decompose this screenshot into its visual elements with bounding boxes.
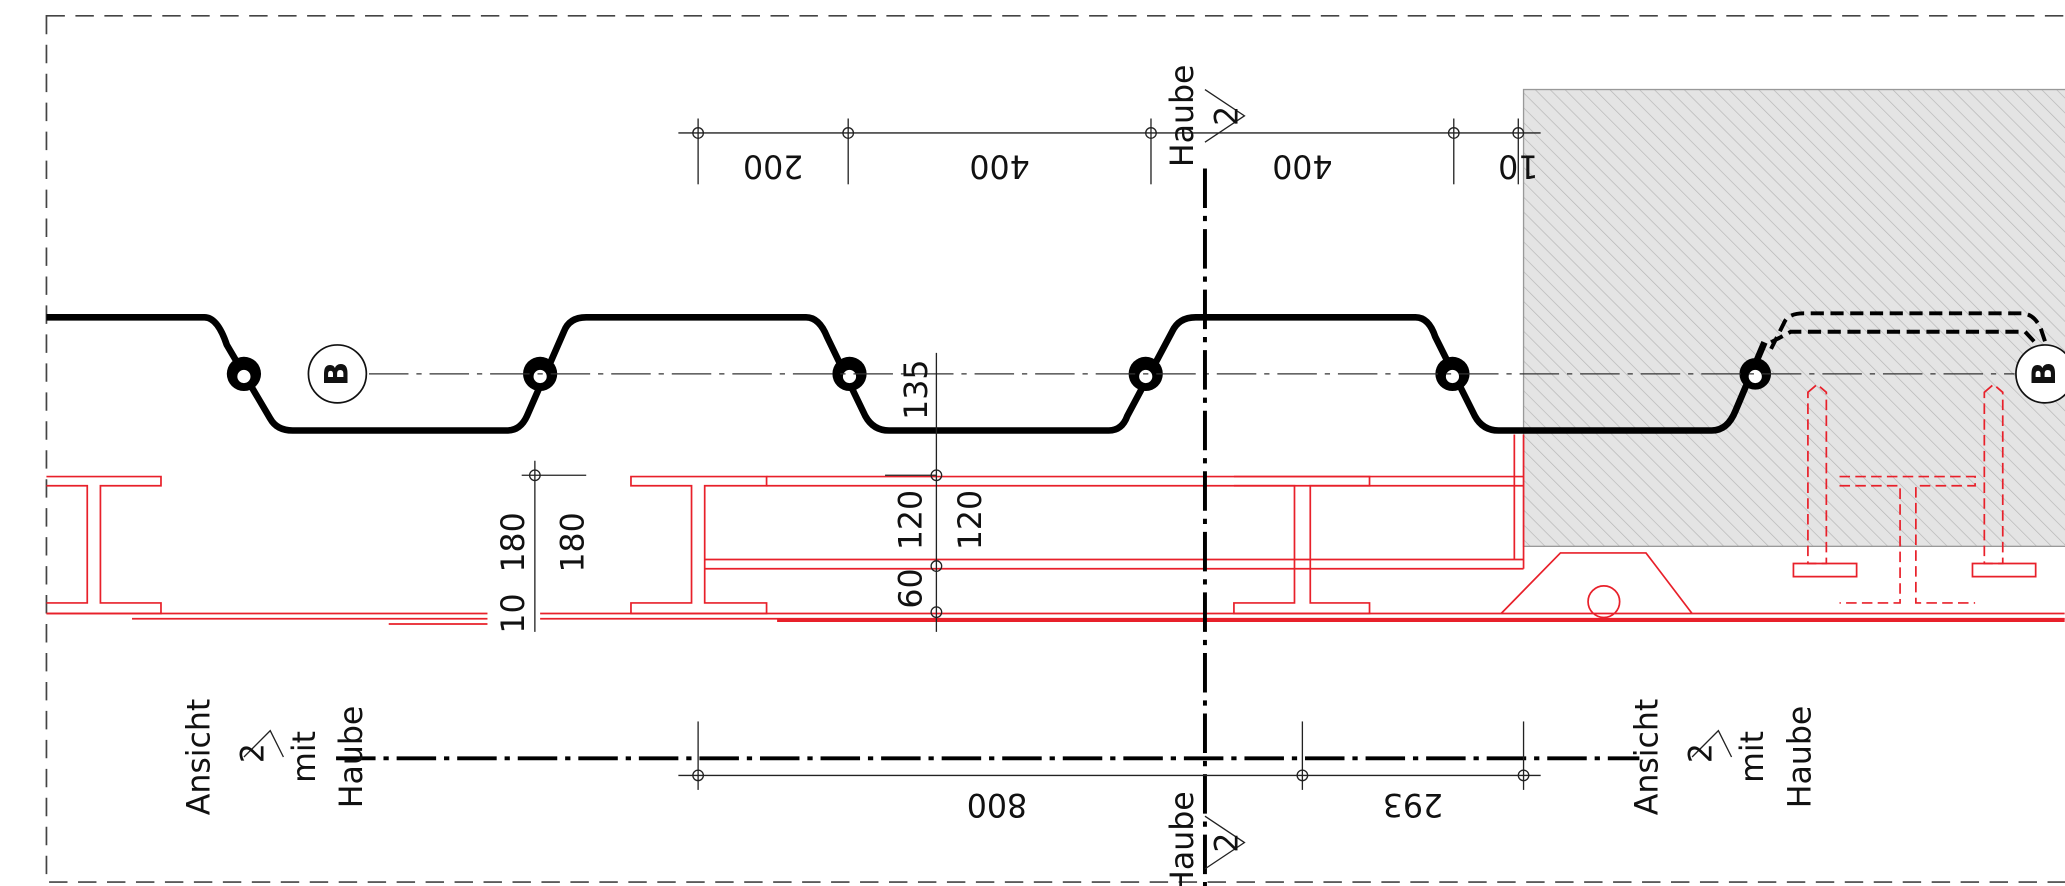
drawing-line: [237, 370, 250, 383]
drawing-line: [1139, 370, 1152, 383]
label: Ansicht: [1630, 699, 1666, 816]
drawing-line: [522, 353, 942, 632]
label: 180: [496, 512, 532, 572]
label: 60: [894, 568, 930, 608]
label: mit: [287, 731, 323, 783]
drawing-line: [1501, 553, 1692, 614]
label: mit: [1735, 731, 1771, 783]
drawing-line: [534, 370, 547, 383]
drawing-line: [1793, 563, 2035, 576]
label: 293: [1383, 786, 1443, 822]
label: 120: [894, 490, 930, 550]
label: 2: [1684, 743, 1720, 763]
label: Haube: [1782, 706, 1818, 809]
drawing-line: [1524, 90, 2065, 547]
label: 180: [555, 512, 591, 572]
label: 2: [1210, 833, 1246, 853]
page: 200 400 400 10 Haube 2 Haube 2 B B 135 1…: [0, 0, 2065, 886]
label: Haube: [334, 706, 370, 809]
label: 2: [235, 743, 271, 763]
label: 10: [496, 593, 532, 633]
label: Haube: [1165, 65, 1201, 168]
label: 200: [743, 148, 803, 184]
drawing-line: [631, 477, 767, 614]
label: 2: [1210, 106, 1246, 126]
label: 400: [969, 148, 1029, 184]
label: 10: [1498, 148, 1538, 184]
label: Haube: [1165, 791, 1201, 886]
drawing-line: [693, 721, 1529, 789]
label: B: [2027, 362, 2063, 386]
label: 400: [1272, 148, 1332, 184]
drawing-line: [843, 370, 856, 383]
label: 120: [953, 490, 989, 550]
label: 800: [967, 786, 1027, 822]
drawing-line: [693, 118, 1524, 184]
drawing-line: [1749, 370, 1762, 383]
label: B: [320, 362, 356, 386]
label: Ansicht: [181, 699, 217, 816]
label: 135: [899, 360, 935, 420]
drawing: 200 400 400 10 Haube 2 Haube 2 B B 135 1…: [0, 0, 2065, 886]
drawing-line: [1234, 477, 1370, 614]
drawing-line: [244, 90, 1732, 869]
drawing-line: [46, 477, 161, 614]
drawing-line: [1446, 370, 1459, 383]
